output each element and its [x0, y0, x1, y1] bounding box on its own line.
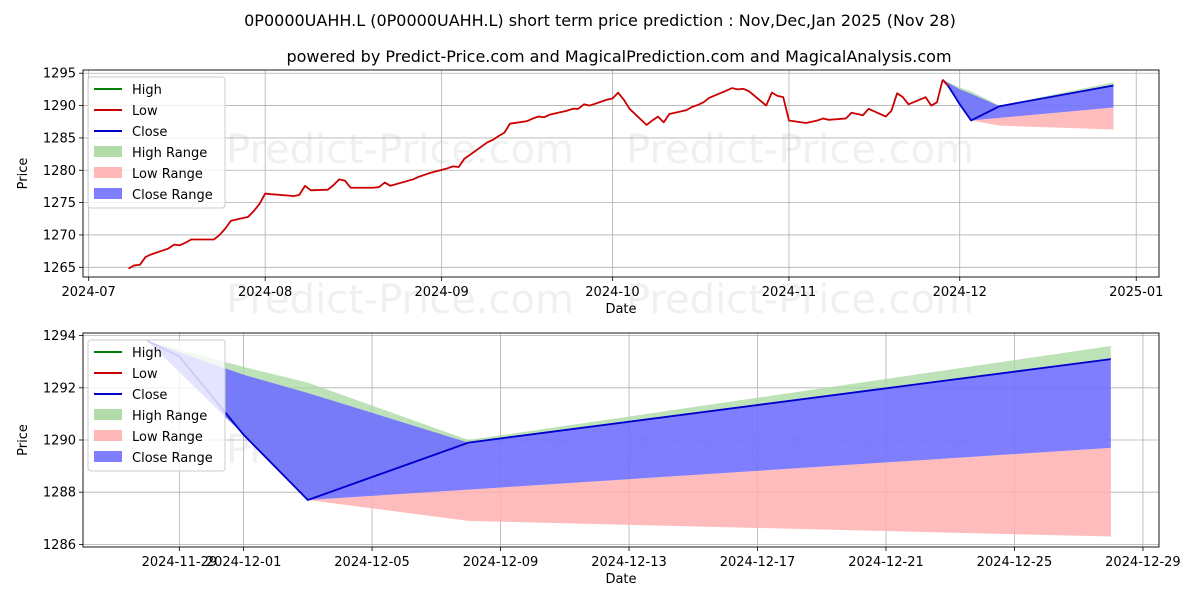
y-tick-label: 1270 — [43, 228, 76, 243]
close-range-band — [147, 340, 1111, 501]
high-range-legend-label: High Range — [132, 146, 207, 161]
high-range-legend-swatch — [94, 146, 122, 157]
low-series-line — [128, 79, 944, 270]
y-axis-label: Price — [16, 158, 31, 190]
x-tick-label: 2024-12-13 — [591, 555, 667, 570]
x-tick-label: 2024-12-29 — [1105, 555, 1181, 570]
low-range-band — [147, 340, 1111, 537]
chart-title: 0P0000UAHH.L (0P0000UAHH.L) short term p… — [244, 11, 956, 30]
close-legend-label: Close — [132, 388, 167, 403]
y-tick-label: 1294 — [43, 329, 76, 344]
close-range-legend-swatch — [94, 188, 122, 199]
chart-subtitle: powered by Predict-Price.com and Magical… — [286, 47, 951, 66]
x-tick-label: 2024-08 — [238, 285, 292, 300]
x-tick-label: 2024-12-09 — [463, 555, 539, 570]
high-range-legend-label: High Range — [132, 409, 207, 424]
y-tick-label: 1275 — [43, 196, 76, 211]
x-tick-label: 2024-12-17 — [720, 555, 796, 570]
low-series-line — [941, 79, 950, 87]
x-tick-label: 2024-09 — [415, 285, 469, 300]
low-legend-label: Low — [132, 104, 158, 119]
y-tick-label: 1286 — [43, 538, 76, 553]
x-tick-label: 2024-11-29 — [142, 555, 218, 570]
close-range-legend-label: Close Range — [132, 188, 213, 203]
low-range-legend-label: Low Range — [132, 167, 203, 182]
low-legend-label: Low — [132, 367, 158, 382]
close-range-legend-label: Close Range — [132, 451, 213, 466]
y-tick-label: 1285 — [43, 131, 76, 146]
watermark-text: Predict-Price.com — [626, 127, 974, 173]
x-tick-label: 2024-07 — [62, 285, 116, 300]
panel-bottom: Predict-Price.comPredict-Price.comPredic… — [16, 277, 1181, 587]
high-range-legend-swatch — [94, 409, 122, 420]
y-tick-label: 1288 — [43, 486, 76, 501]
low-range-legend-swatch — [94, 430, 122, 441]
plot-frame — [82, 69, 1160, 278]
y-tick-label: 1295 — [43, 67, 76, 82]
x-tick-label: 2024-12-05 — [334, 555, 410, 570]
x-axis-label: Date — [605, 572, 636, 587]
x-tick-label: 2024-12-25 — [977, 555, 1053, 570]
y-tick-label: 1292 — [43, 381, 76, 396]
high-legend-label: High — [132, 83, 162, 98]
low-range-legend-swatch — [94, 167, 122, 178]
y-axis-label: Price — [16, 424, 31, 456]
x-axis-label: Date — [605, 302, 636, 317]
close-range-band — [942, 79, 1114, 121]
x-tick-label: 2025-01 — [1109, 285, 1163, 300]
y-tick-label: 1265 — [43, 261, 76, 276]
legend-box — [87, 339, 226, 472]
y-tick-label: 1290 — [43, 434, 76, 449]
watermark-text: Predict-Price.com — [626, 277, 974, 323]
high-legend-label: High — [132, 346, 162, 361]
plot-frame — [82, 332, 1160, 548]
panel-top: Predict-Price.com Predict-Price.com 1265 12… — [16, 67, 1163, 317]
x-tick-label: 2024-12 — [933, 285, 987, 300]
close-range-legend-swatch — [94, 451, 122, 462]
x-tick-label: 2024-11 — [762, 285, 816, 300]
close-legend-label: Close — [132, 125, 167, 140]
legend-box — [87, 76, 226, 209]
x-tick-label: 2024-10 — [585, 285, 639, 300]
y-tick-label: 1280 — [43, 164, 76, 179]
x-tick-label: 2024-12-21 — [848, 555, 924, 570]
watermark-text: Predict-Price.com — [226, 277, 574, 323]
y-tick-label: 1290 — [43, 99, 76, 114]
low-range-legend-label: Low Range — [132, 430, 203, 445]
low-range-band — [942, 79, 1114, 130]
x-tick-label: 2024-12-01 — [206, 555, 282, 570]
watermark-text: Predict-Price.com — [226, 127, 574, 173]
